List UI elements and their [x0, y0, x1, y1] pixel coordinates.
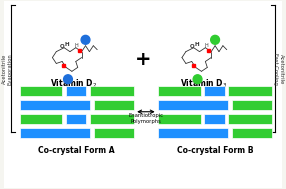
- Text: Acetonitrile
Fast Cooling: Acetonitrile Fast Cooling: [273, 53, 284, 85]
- Bar: [204, 114, 225, 124]
- Bar: [232, 100, 272, 110]
- Bar: [192, 64, 195, 67]
- Bar: [158, 86, 200, 96]
- Bar: [158, 128, 228, 138]
- Bar: [62, 64, 65, 67]
- Circle shape: [211, 35, 219, 44]
- Text: Co-crystal Form B: Co-crystal Form B: [177, 146, 253, 155]
- Bar: [66, 86, 86, 96]
- Text: Acetonitrile
Evaporation: Acetonitrile Evaporation: [2, 53, 13, 85]
- Text: Vitamin D$_3$: Vitamin D$_3$: [180, 78, 227, 90]
- Text: +: +: [135, 50, 151, 69]
- Bar: [66, 114, 86, 124]
- Bar: [20, 128, 90, 138]
- Bar: [20, 114, 62, 124]
- Bar: [90, 86, 134, 96]
- Bar: [229, 114, 272, 124]
- Bar: [229, 86, 272, 96]
- Bar: [232, 128, 272, 138]
- Bar: [94, 100, 134, 110]
- Bar: [20, 100, 90, 110]
- Bar: [207, 49, 210, 52]
- Bar: [158, 100, 228, 110]
- Text: Vitamin D$_2$: Vitamin D$_2$: [50, 78, 98, 90]
- Circle shape: [81, 35, 90, 44]
- Bar: [204, 86, 225, 96]
- Text: Enantiotropic
Polymorphs: Enantiotropic Polymorphs: [128, 113, 164, 124]
- Text: H: H: [204, 43, 208, 48]
- Circle shape: [63, 75, 72, 84]
- Bar: [20, 86, 62, 96]
- Bar: [94, 128, 134, 138]
- Text: O: O: [189, 44, 194, 49]
- Bar: [78, 49, 81, 52]
- Circle shape: [193, 75, 202, 84]
- Text: H: H: [75, 43, 79, 48]
- Bar: [158, 114, 200, 124]
- Bar: [90, 114, 134, 124]
- Text: O: O: [60, 44, 64, 49]
- Text: H: H: [65, 42, 69, 47]
- FancyArrowPatch shape: [138, 110, 154, 113]
- Text: H: H: [194, 42, 199, 47]
- Text: Co-crystal Form A: Co-crystal Form A: [38, 146, 115, 155]
